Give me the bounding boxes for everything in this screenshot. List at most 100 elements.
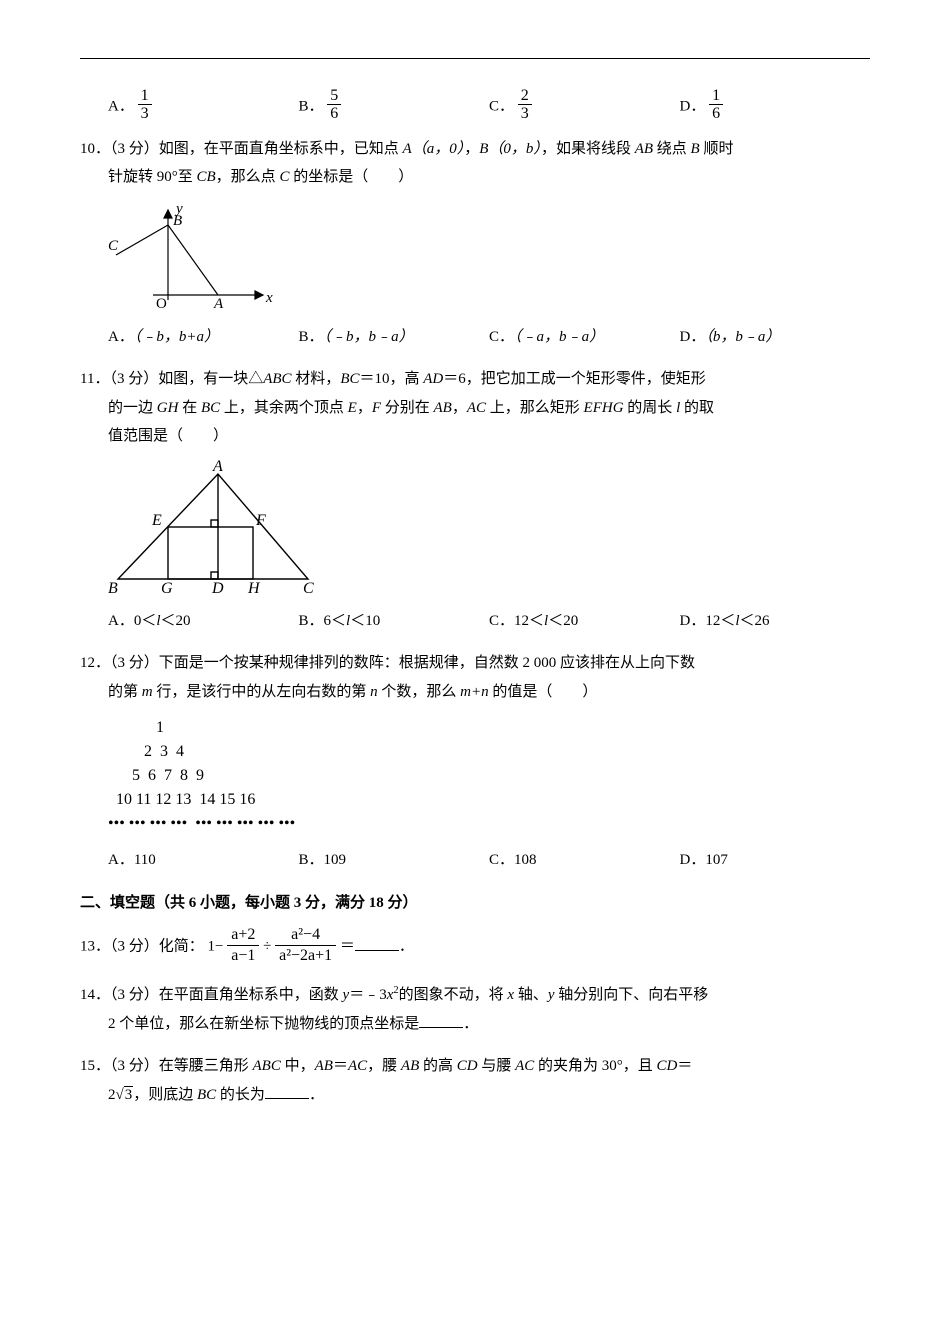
opt-label: C． (489, 852, 514, 868)
point-A-label: A (213, 296, 224, 312)
triangle-row: 2 3 4 (108, 740, 870, 764)
q12-line2: 的第 m 行，是该行中的从左向右数的第 n 个数，那么 m+n 的值是（ ） (108, 678, 870, 707)
opt-label: B． (299, 98, 324, 114)
text: 的取 (680, 400, 714, 416)
fraction: 2 3 (518, 87, 532, 123)
triangle-row: 5 6 7 8 9 (108, 764, 870, 788)
opt-text: （﹣a，b﹣a） (514, 329, 604, 345)
opt-text: 12＜l＜26 (705, 613, 769, 629)
q14-line1: 14．（3 分）在平面直角坐标系中，函数 y＝﹣3x2的图象不动，将 x 轴、y… (80, 981, 870, 1010)
section-2-title: 二、填空题（共 6 小题，每小题 3 分，满分 18 分） (80, 889, 870, 918)
var: BC (340, 371, 359, 387)
q12-options: A．110 B．109 C．108 D．107 (108, 846, 870, 875)
text: 的值是（ ） (489, 684, 598, 700)
text: 分别在 (381, 400, 434, 416)
var: m (142, 684, 153, 700)
q9-option-d: D． 1 6 (680, 89, 871, 125)
q12-option-b: B．109 (299, 846, 490, 875)
expr: y (343, 987, 350, 1003)
text: 的第 (108, 684, 142, 700)
label-G: G (161, 580, 173, 597)
text: 2 个单位，那么在新坐标下抛物线的顶点坐标是 (108, 1016, 419, 1032)
triangle-row: 10 11 12 13 14 15 16 (108, 788, 870, 812)
text: 与腰 (478, 1058, 516, 1074)
q12-number-triangle: 1 2 3 4 5 6 7 8 9 10 11 12 13 14 15 16 •… (108, 716, 870, 836)
blank (355, 936, 399, 951)
opt-label: B． (299, 613, 324, 629)
var: ABC (253, 1058, 281, 1074)
text: ，腰 (367, 1058, 401, 1074)
fraction: 1 3 (138, 87, 152, 123)
q10-option-c: C．（﹣a，b﹣a） (489, 323, 680, 352)
q12: 12．（3 分）下面是一个按某种规律排列的数阵：根据规律，自然数 2 000 应… (80, 649, 870, 875)
var: AB (315, 1058, 333, 1074)
var: AD (423, 371, 443, 387)
opt-label: C． (489, 613, 514, 629)
q11-option-c: C．12＜l＜20 (489, 607, 680, 636)
var: AC (467, 400, 486, 416)
opt-label: B． (299, 852, 324, 868)
opt-label: D． (680, 329, 706, 345)
text: ，则底边 (133, 1087, 197, 1103)
blank (265, 1084, 309, 1099)
q10-line2: 针旋转 90°至 CB，那么点 C 的坐标是（ ） (108, 163, 870, 192)
q15-line2: 2√3，则底边 BC 的长为． (108, 1081, 870, 1110)
q13-body: 13．（3 分）化简： 1− a+2 a−1 ÷ a²−4 a²−2a+1 ＝． (80, 927, 870, 967)
divide: ÷ (263, 939, 275, 955)
q12-option-d: D．107 (680, 846, 871, 875)
q9-option-c: C． 2 3 (489, 89, 680, 125)
q10: 10．（3 分）如图，在平面直角坐标系中，已知点 A（a，0），B（0，b），如… (80, 135, 870, 352)
var-CB: CB (197, 169, 216, 185)
triangle-row: ••• ••• ••• ••• ••• ••• ••• ••• ••• (108, 812, 870, 836)
text: ， (357, 400, 372, 416)
var-B: B (691, 141, 700, 157)
q15-line1: 15．（3 分）在等腰三角形 ABC 中，AB＝AC，腰 AB 的高 CD 与腰… (80, 1052, 870, 1081)
label-D: D (211, 580, 224, 597)
var: AC (515, 1058, 534, 1074)
period: ． (463, 1016, 478, 1032)
period: ． (399, 939, 414, 955)
var: ABC (263, 371, 291, 387)
text: 10．（3 分）如图，在平面直角坐标系中，已知点 (80, 141, 403, 157)
opt-text: 12＜l＜20 (514, 613, 578, 629)
text: 行，是该行中的从左向右数的第 (153, 684, 371, 700)
text: 轴分别向下、向右平移 (555, 987, 709, 1003)
text: 绕点 (653, 141, 691, 157)
q11-line2: 的一边 GH 在 BC 上，其余两个顶点 E，F 分别在 AB，AC 上，那么矩… (108, 394, 870, 423)
q10-option-d: D．（b，b﹣a） (680, 323, 871, 352)
var: AB (401, 1058, 419, 1074)
q11-line1: 11．（3 分）如图，有一块△ABC 材料，BC＝10，高 AD＝6，把它加工成… (80, 365, 870, 394)
q9-option-a: A． 1 3 (108, 89, 299, 125)
text: 中， (281, 1058, 315, 1074)
q14-line2: 2 个单位，那么在新坐标下抛物线的顶点坐标是 ． (108, 1010, 870, 1039)
text: 的周长 (624, 400, 677, 416)
q11-options: A．0＜l＜20 B．6＜l＜10 C．12＜l＜20 D．12＜l＜26 (108, 607, 870, 636)
opt-text: 109 (324, 852, 347, 868)
opt-text: 110 (134, 852, 156, 868)
q10-option-a: A．（﹣b，b+a） (108, 323, 299, 352)
text: 上，其余两个顶点 (220, 400, 348, 416)
fraction: 5 6 (327, 87, 341, 123)
text: 的坐标是（ ） (289, 169, 413, 185)
opt-label: A． (108, 852, 134, 868)
opt-text: 0＜l＜20 (134, 613, 191, 629)
label-B: B (108, 580, 118, 597)
text: 顺时 (700, 141, 734, 157)
var: GH (157, 400, 179, 416)
fraction-2: a²−4 a²−2a+1 (275, 925, 336, 965)
text: 12．（3 分）下面是一个按某种规律排列的数阵：根据规律，自然数 2 000 应… (80, 655, 695, 671)
label-C: C (303, 580, 314, 597)
q10-line1: 10．（3 分）如图，在平面直角坐标系中，已知点 A（a，0），B（0，b），如… (80, 135, 870, 164)
text: 针旋转 90°至 (108, 169, 197, 185)
fraction: 1 6 (709, 87, 723, 123)
label-F: F (255, 512, 266, 529)
q11-option-a: A．0＜l＜20 (108, 607, 299, 636)
opt-text: 6＜l＜10 (324, 613, 381, 629)
text: ，那么点 (216, 169, 280, 185)
opt-text: 108 (514, 852, 537, 868)
opt-label: D． (680, 98, 706, 114)
text: 值范围是（ ） (108, 428, 228, 444)
var: E (348, 400, 357, 416)
q14: 14．（3 分）在平面直角坐标系中，函数 y＝﹣3x2的图象不动，将 x 轴、y… (80, 981, 870, 1038)
text: 上，那么矩形 (486, 400, 584, 416)
